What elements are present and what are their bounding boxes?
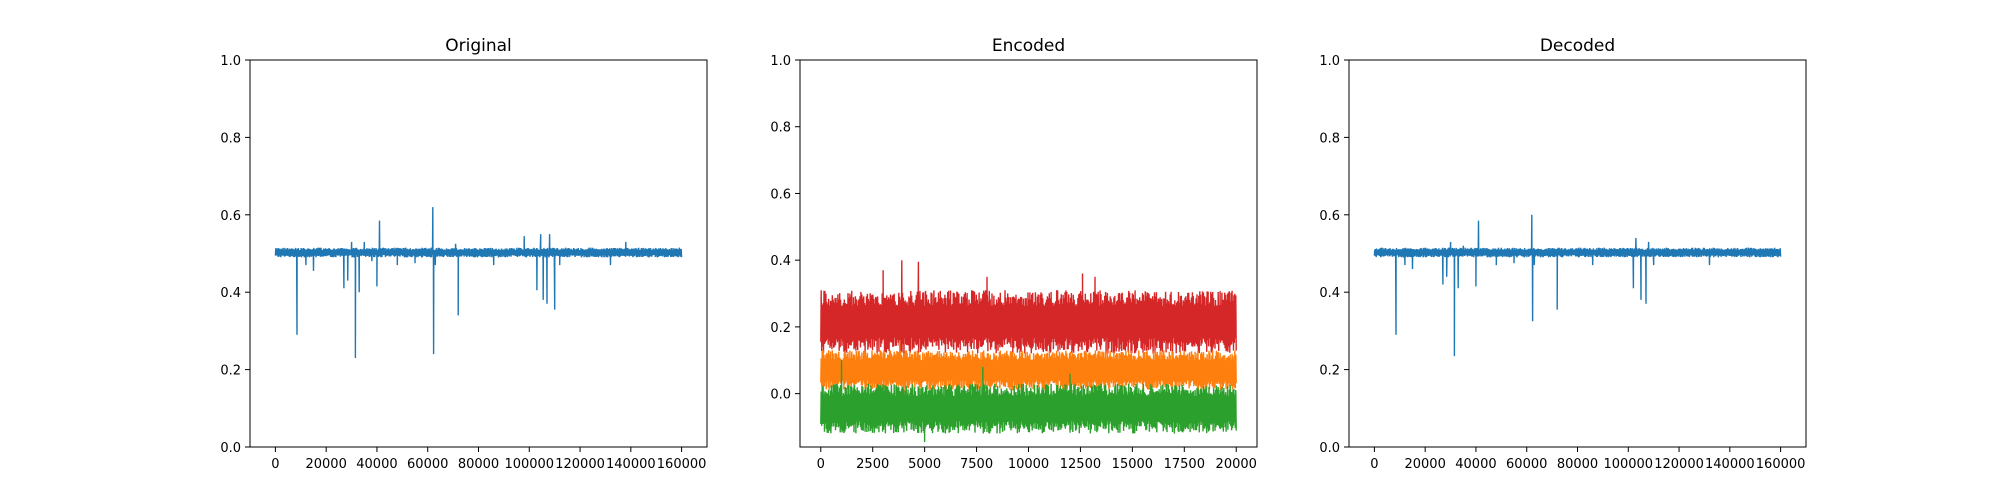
x-tick-label: 0 — [1370, 457, 1378, 472]
x-tick-label: 160000 — [657, 457, 707, 472]
y-tick-label: 0.0 — [1319, 441, 1340, 456]
chart-panel-2: Encoded 0 2500 5000 7500 10000 12500 15000 17500… — [770, 36, 1258, 472]
x-tick-label: 20000 — [1216, 457, 1257, 472]
y-tick-label: 0.4 — [770, 254, 791, 269]
x-tick-label: 17500 — [1164, 457, 1205, 472]
x-tick-label: 100000 — [504, 457, 554, 472]
series-line-3 — [820, 360, 1237, 443]
y-tick-label: 0.6 — [770, 187, 791, 202]
chart-panel-3: Decoded 0 20000 40000 60000 80000 100000 120000… — [1319, 36, 1807, 472]
x-tick-label: 0 — [817, 457, 825, 472]
x-tick-label: 120000 — [1654, 457, 1704, 472]
y-tick-label: 0.8 — [1319, 131, 1340, 146]
x-tick-label: 7500 — [960, 457, 993, 472]
y-tick-label: 0.2 — [220, 364, 241, 379]
x-tick-label: 120000 — [555, 457, 605, 472]
y-tick-label: 0.4 — [1319, 286, 1340, 301]
x-tick-label: 140000 — [606, 457, 656, 472]
y-tick-label: 1.0 — [1319, 54, 1340, 69]
x-tick-label: 100000 — [1603, 457, 1653, 472]
y-tick-label: 0.8 — [770, 121, 791, 136]
x-tick-label: 160000 — [1756, 457, 1806, 472]
y-tick-label: 0.6 — [1319, 209, 1340, 224]
x-tick-label: 20000 — [1404, 457, 1445, 472]
x-tick-label: 60000 — [1506, 457, 1547, 472]
y-tick-label: 0.8 — [220, 131, 241, 146]
y-tick-label: 0.0 — [220, 441, 241, 456]
y-tick-label: 0.4 — [220, 286, 241, 301]
series-line-1 — [274, 207, 683, 359]
y-tick-label: 1.0 — [220, 54, 241, 69]
chart-title: Original — [445, 36, 512, 56]
x-tick-label: 40000 — [356, 457, 397, 472]
chart-title: Decoded — [1540, 36, 1615, 56]
series-line-2 — [820, 340, 1237, 394]
x-tick-label: 0 — [271, 457, 279, 472]
y-tick-label: 0.2 — [770, 321, 791, 336]
series-line-1 — [1373, 214, 1782, 357]
y-tick-label: 0.2 — [1319, 364, 1340, 379]
x-tick-label: 2500 — [856, 457, 889, 472]
chart-panel-1: Original 0 20000 40000 60000 80000 100000 12000… — [220, 36, 708, 472]
x-tick-label: 80000 — [1557, 457, 1598, 472]
x-tick-label: 140000 — [1705, 457, 1755, 472]
x-tick-label: 12500 — [1060, 457, 1101, 472]
x-tick-label: 10000 — [1008, 457, 1049, 472]
x-tick-label: 5000 — [908, 457, 941, 472]
y-tick-label: 1.0 — [770, 54, 791, 69]
series-line-1 — [820, 260, 1237, 394]
x-tick-label: 20000 — [305, 457, 346, 472]
x-tick-label: 15000 — [1112, 457, 1153, 472]
x-tick-label: 60000 — [407, 457, 448, 472]
chart-title: Encoded — [992, 36, 1065, 56]
x-tick-label: 40000 — [1455, 457, 1496, 472]
y-tick-label: 0.6 — [220, 209, 241, 224]
y-tick-label: 0.0 — [770, 388, 791, 403]
x-tick-label: 80000 — [458, 457, 499, 472]
